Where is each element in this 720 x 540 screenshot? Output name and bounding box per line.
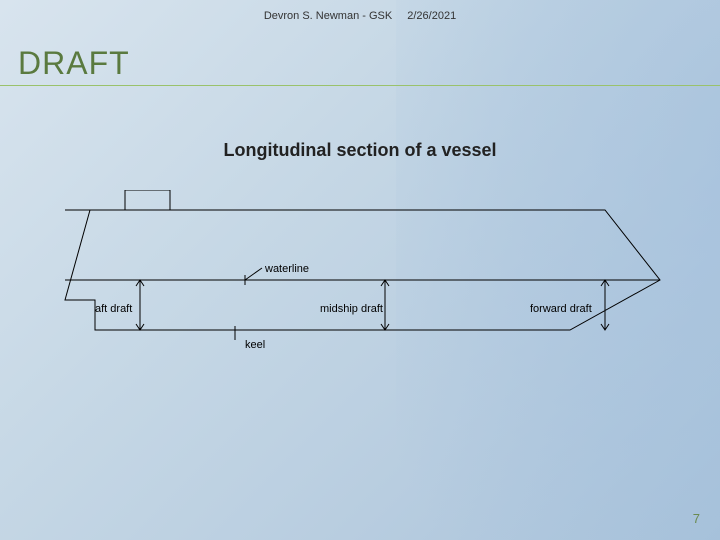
svg-text:forward draft: forward draft: [530, 303, 592, 315]
header-meta: Devron S. Newman - GSK 2/26/2021: [0, 10, 720, 22]
vessel-diagram: waterline keel aft draft midship draft forwa…: [50, 190, 670, 390]
author-text: Devron S. Newman - GSK: [264, 10, 392, 22]
date-text: 2/26/2021: [407, 10, 456, 22]
svg-text:waterline: waterline: [264, 263, 309, 275]
svg-text:midship draft: midship draft: [320, 303, 383, 315]
slide-subtitle: Longitudinal section of a vessel: [0, 140, 720, 161]
slide-title: DRAFT: [18, 45, 130, 82]
title-underline: [0, 85, 720, 86]
vessel-svg: waterline keel aft draft midship draft forwa…: [50, 190, 670, 390]
page-number: 7: [693, 511, 700, 526]
svg-text:keel: keel: [245, 339, 265, 351]
svg-text:aft draft: aft draft: [95, 303, 132, 315]
